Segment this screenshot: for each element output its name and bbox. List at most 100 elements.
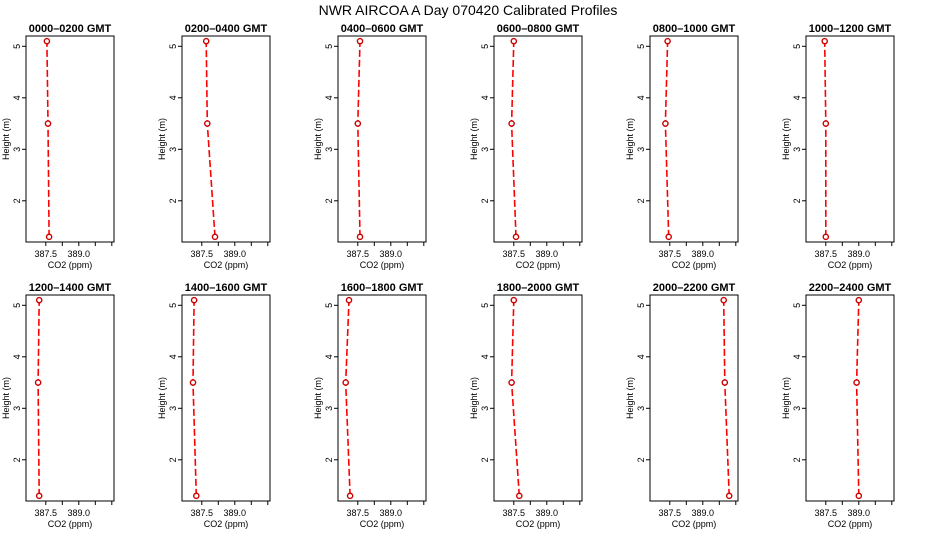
plot-frame xyxy=(493,35,583,243)
y-tick-label: 2 xyxy=(480,457,490,462)
profile-point xyxy=(664,37,671,45)
y-tick-label: 4 xyxy=(792,354,802,359)
y-tick-label: 3 xyxy=(792,147,802,152)
profile-line xyxy=(722,300,730,496)
profile-point xyxy=(342,379,350,386)
panel-grid: 0000–0200 GMT 387.5 389.0 2 3 4 5 CO2 (ppm) Heig… xyxy=(1,23,895,529)
profile-point xyxy=(822,233,830,241)
profile-point xyxy=(346,492,354,500)
y-tick-label: 4 xyxy=(12,354,22,359)
x-tick-label: 387.5 xyxy=(815,508,838,518)
x-tick-label: 387.5 xyxy=(191,508,214,518)
y-tick-label: 5 xyxy=(636,303,646,308)
plot-frame xyxy=(337,35,427,243)
y-tick-label: 4 xyxy=(636,95,646,100)
panel-7: 1400–1600 GMT 387.5 389.0 2 3 4 5 CO2 (ppm) Heig… xyxy=(157,282,271,529)
panel-1: 0200–0400 GMT 387.5 389.0 2 3 4 5 CO2 (ppm) Heig… xyxy=(157,23,271,270)
panel-10: 2000–2200 GMT 387.5 389.0 2 3 4 5 CO2 (ppm) Heig… xyxy=(625,282,739,529)
profile-line xyxy=(510,300,521,496)
y-tick-label: 2 xyxy=(480,198,490,203)
profile-point xyxy=(665,233,673,241)
x-tick-label: 389.0 xyxy=(536,508,559,518)
profile-point xyxy=(822,120,830,127)
y-tick-label: 4 xyxy=(636,354,646,359)
y-tick-label: 5 xyxy=(792,44,802,49)
y-tick-label: 3 xyxy=(168,406,178,411)
y-tick-label: 5 xyxy=(480,303,490,308)
y-axis-label: Height (m) xyxy=(781,377,791,419)
x-tick-label: 389.0 xyxy=(848,508,871,518)
x-axis-label: CO2 (ppm) xyxy=(516,260,561,270)
profile-point xyxy=(510,37,518,45)
y-tick-label: 5 xyxy=(12,44,22,49)
x-tick-label: 387.5 xyxy=(659,249,682,259)
profile-point xyxy=(192,492,200,500)
profile-line xyxy=(192,300,198,496)
x-tick-label: 389.0 xyxy=(536,249,559,259)
x-tick-label: 389.0 xyxy=(848,249,871,259)
y-tick-label: 3 xyxy=(12,147,22,152)
y-tick-label: 2 xyxy=(12,198,22,203)
profile-point xyxy=(725,492,733,500)
plot-frame xyxy=(493,294,583,502)
profile-point xyxy=(203,120,211,127)
profile-point xyxy=(211,233,219,241)
profile-point xyxy=(516,492,523,500)
profile-line xyxy=(344,300,351,496)
y-tick-label: 5 xyxy=(168,44,178,49)
panel-5: 1000–1200 GMT 387.5 389.0 2 3 4 5 CO2 (ppm) Heig… xyxy=(781,23,895,270)
panel-8: 1600–1800 GMT 387.5 389.0 2 3 4 5 CO2 (ppm) Heig… xyxy=(313,282,427,529)
x-tick-label: 389.0 xyxy=(692,249,715,259)
profile-point xyxy=(510,296,518,304)
profile-point xyxy=(662,120,669,127)
profile-line xyxy=(855,300,860,496)
x-tick-label: 389.0 xyxy=(224,508,247,518)
profile-point xyxy=(43,37,51,45)
plot-frame xyxy=(181,294,271,502)
panel-title: 2200–2400 GMT xyxy=(809,282,892,294)
x-tick-label: 389.0 xyxy=(68,508,91,518)
figure-title: NWR AIRCOA A Day 070420 Calibrated Profi… xyxy=(319,2,618,18)
x-axis-label: CO2 (ppm) xyxy=(204,260,249,270)
profile-point xyxy=(855,492,863,500)
y-tick-label: 5 xyxy=(12,303,22,308)
x-axis-label: CO2 (ppm) xyxy=(672,260,717,270)
y-tick-label: 2 xyxy=(792,198,802,203)
profile-point xyxy=(356,233,364,241)
plot-frame xyxy=(805,35,895,243)
profile-point xyxy=(189,379,197,386)
profile-line xyxy=(205,41,216,237)
y-tick-label: 4 xyxy=(12,95,22,100)
x-axis-label: CO2 (ppm) xyxy=(48,260,93,270)
y-axis-label: Height (m) xyxy=(781,118,791,160)
panel-title: 0800–1000 GMT xyxy=(653,23,736,35)
y-tick-label: 2 xyxy=(636,457,646,462)
x-axis-label: CO2 (ppm) xyxy=(360,519,405,529)
x-tick-label: 389.0 xyxy=(68,249,91,259)
x-tick-label: 387.5 xyxy=(35,508,58,518)
y-tick-label: 4 xyxy=(480,95,490,100)
panel-title: 0400–0600 GMT xyxy=(341,23,424,35)
profile-line xyxy=(823,41,827,237)
y-axis-label: Height (m) xyxy=(1,118,11,160)
profile-point xyxy=(508,379,515,386)
y-axis-label: Height (m) xyxy=(1,377,11,419)
y-tick-label: 5 xyxy=(792,303,802,308)
y-tick-label: 4 xyxy=(324,95,334,100)
profile-point xyxy=(34,379,42,386)
x-tick-label: 389.0 xyxy=(224,249,247,259)
x-axis-label: CO2 (ppm) xyxy=(360,260,405,270)
panel-title: 1200–1400 GMT xyxy=(29,282,112,294)
plot-frame xyxy=(181,35,271,243)
y-tick-label: 2 xyxy=(636,198,646,203)
panel-title: 0600–0800 GMT xyxy=(497,23,580,35)
y-tick-label: 3 xyxy=(324,147,334,152)
y-tick-label: 2 xyxy=(12,457,22,462)
y-tick-label: 4 xyxy=(168,354,178,359)
panel-9: 1800–2000 GMT 387.5 389.0 2 3 4 5 CO2 (ppm) Heig… xyxy=(469,282,583,529)
y-tick-label: 4 xyxy=(168,95,178,100)
x-axis-label: CO2 (ppm) xyxy=(828,519,873,529)
profile-point xyxy=(512,233,520,241)
y-tick-label: 3 xyxy=(324,406,334,411)
panel-title: 1600–1800 GMT xyxy=(341,282,424,294)
